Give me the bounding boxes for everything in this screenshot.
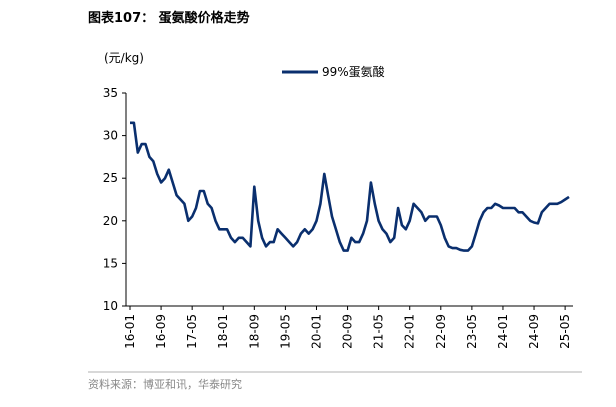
y-tick-label: 35: [103, 86, 118, 100]
legend-label: 99%蛋氨酸: [322, 64, 385, 79]
line-series: [130, 121, 570, 252]
source: 资料来源：博亚和讯，华泰研究: [88, 377, 242, 391]
x-tick-label: 22-01: [403, 314, 417, 349]
x-tick-label: 18-01: [216, 314, 230, 349]
chart-title: 图表107： 蛋氨酸价格走势: [88, 10, 250, 26]
x-tick-label: 23-05: [465, 314, 479, 349]
x-tick-label: 21-05: [372, 314, 386, 349]
y-tick-label: 25: [103, 171, 118, 185]
x-tick-label: 24-09: [527, 314, 541, 349]
x-tick-label: 17-05: [185, 314, 199, 349]
x-tick-label: 22-09: [434, 314, 448, 349]
x-tick-label: 16-01: [123, 314, 137, 349]
x-tick-label: 16-09: [154, 314, 168, 349]
y-axis-label: (元/kg): [104, 51, 144, 65]
y-tick-label: 10: [103, 299, 118, 313]
x-tick-label: 20-01: [309, 314, 323, 349]
x-tick-label: 24-01: [496, 314, 510, 349]
x-tick-label: 19-05: [278, 314, 292, 349]
y-tick-label: 15: [103, 256, 118, 270]
x-tick-label: 25-05: [558, 314, 572, 349]
x-tick-label: 20-09: [341, 314, 355, 349]
x-tick-label: 18-09: [247, 314, 261, 349]
y-tick-label: 20: [103, 214, 118, 228]
y-tick-label: 30: [103, 129, 118, 143]
